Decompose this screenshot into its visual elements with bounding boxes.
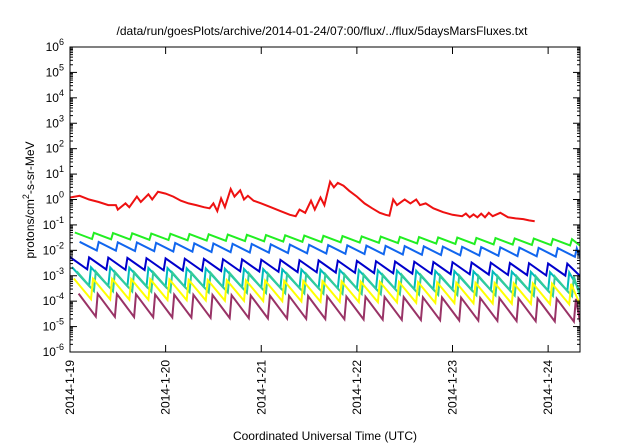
y-tick-label: 102 xyxy=(46,139,64,156)
chart-title: /data/run/goesPlots/archive/2014-01-24/0… xyxy=(117,24,529,38)
y-tick-label: 105 xyxy=(46,62,64,79)
x-tick-label: 2014-1-23 xyxy=(446,360,460,415)
y-tick-label: 10-6 xyxy=(43,342,64,359)
series-line-7 xyxy=(73,276,580,307)
x-tick-label: 2014-1-22 xyxy=(350,360,364,415)
series-line-2 xyxy=(74,231,580,247)
series-line-6 xyxy=(75,269,580,299)
y-tick-label: 10-1 xyxy=(43,215,64,232)
x-tick-label: 2014-1-20 xyxy=(159,360,173,415)
series-line-1 xyxy=(70,179,535,223)
series-line-4 xyxy=(70,255,580,278)
y-axis-label: protons/cm2-s-sr-MeV xyxy=(21,141,37,258)
y-tick-label: 10-2 xyxy=(43,240,64,257)
y-tick-label: 10-4 xyxy=(43,291,64,308)
series-line-8 xyxy=(77,291,580,325)
y-tick-label: 10-5 xyxy=(43,317,64,334)
y-tick-label: 104 xyxy=(46,88,64,105)
y-tick-label: 106 xyxy=(46,37,64,54)
x-tick-label: 2014-1-24 xyxy=(541,360,555,415)
y-tick-label: 101 xyxy=(46,164,64,181)
series-layer xyxy=(70,179,580,325)
y-axis: 10-6 10-5 10-4 10-3 10-2 10-1 100 101 102 103 104 1… xyxy=(43,37,580,359)
x-tick-label: 2014-1-21 xyxy=(254,360,268,415)
y-tick-label: 100 xyxy=(46,190,64,207)
x-axis: 2014-1-19 2014-1-20 2014-1-21 2014-1-22 2014… xyxy=(63,47,555,415)
series-line-3 xyxy=(79,240,580,259)
y-tick-label: 10-3 xyxy=(43,266,64,283)
x-tick-label: 2014-1-19 xyxy=(63,360,77,415)
x-axis-label: Coordinated Universal Time (UTC) xyxy=(233,429,417,443)
y-tick-label: 103 xyxy=(46,113,64,130)
